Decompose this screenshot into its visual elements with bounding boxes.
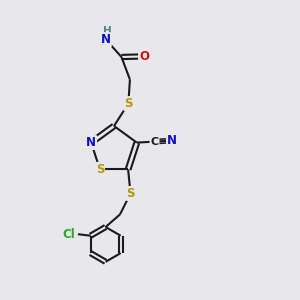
Text: H: H xyxy=(103,26,112,36)
Text: N: N xyxy=(101,33,111,46)
Text: O: O xyxy=(139,50,149,63)
Text: S: S xyxy=(96,163,104,176)
Text: C: C xyxy=(151,137,159,147)
Text: N: N xyxy=(86,136,96,149)
Text: N: N xyxy=(167,134,177,147)
Text: Cl: Cl xyxy=(63,228,75,241)
Text: S: S xyxy=(124,97,133,110)
Text: S: S xyxy=(126,187,135,200)
